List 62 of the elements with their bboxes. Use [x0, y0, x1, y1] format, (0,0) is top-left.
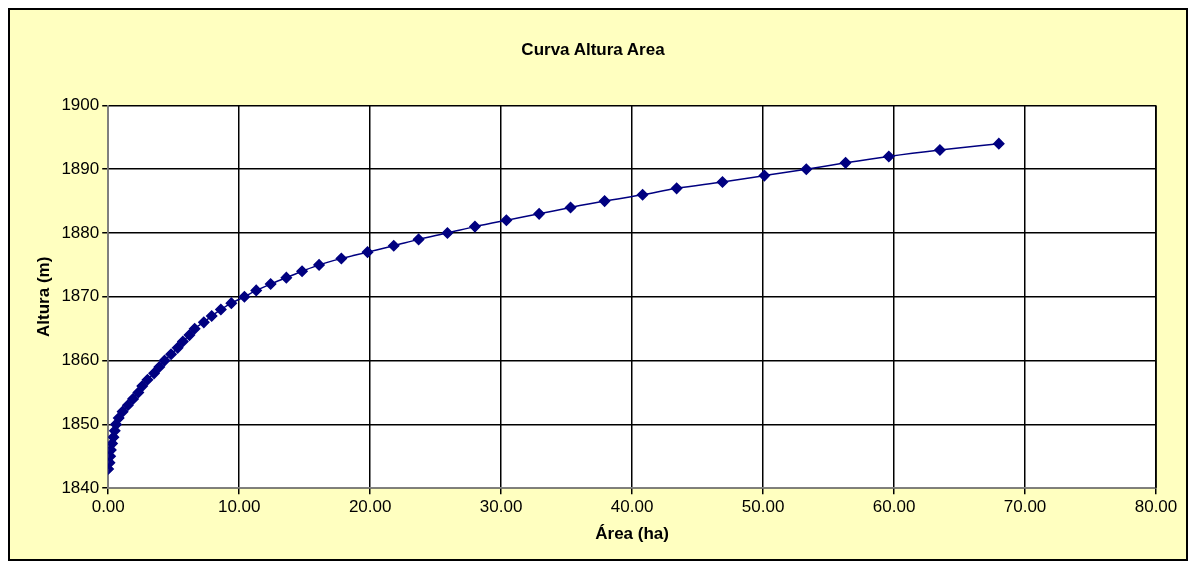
x-tick-label: 80.00 — [1134, 497, 1178, 517]
point — [136, 380, 149, 392]
y-tick-label: 1870 — [61, 286, 100, 306]
point — [171, 342, 184, 354]
y-tick-label: 1900 — [61, 95, 100, 115]
point — [564, 201, 577, 214]
x-tick-label: 50.00 — [741, 497, 785, 517]
point — [238, 291, 251, 303]
point — [883, 150, 895, 163]
y-axis-title: Altura (m) — [33, 256, 53, 337]
point — [205, 310, 218, 322]
y-tick-label: 1890 — [61, 158, 100, 178]
point — [183, 329, 196, 341]
point — [296, 265, 308, 278]
x-tick-label: 20.00 — [348, 497, 392, 517]
point — [158, 354, 171, 367]
point — [127, 393, 139, 405]
point — [264, 278, 277, 290]
point — [993, 137, 1005, 150]
y-tick-label: 1880 — [61, 222, 100, 242]
x-axis-title: Área (ha) — [595, 524, 669, 544]
point — [250, 284, 262, 297]
point — [469, 220, 481, 233]
point — [500, 214, 513, 226]
point — [387, 240, 400, 252]
x-tick-label: 10.00 — [217, 497, 261, 517]
point — [225, 297, 238, 309]
point — [533, 208, 545, 220]
x-tick-label: 60.00 — [872, 497, 916, 517]
point — [335, 252, 348, 265]
point — [141, 373, 154, 386]
x-tick-label: 30.00 — [479, 497, 523, 517]
point — [198, 316, 210, 329]
point — [412, 233, 425, 246]
x-tick-label: 0.00 — [91, 497, 125, 517]
point — [188, 322, 201, 335]
x-tick-label: 70.00 — [1003, 497, 1047, 517]
point — [670, 182, 683, 195]
point — [716, 176, 729, 188]
point — [215, 303, 227, 316]
point — [800, 163, 813, 175]
point — [148, 367, 160, 380]
point — [132, 386, 145, 399]
point — [153, 361, 166, 373]
point — [280, 271, 293, 284]
point — [441, 227, 454, 239]
point — [934, 144, 946, 156]
point — [598, 195, 611, 207]
point — [636, 188, 649, 201]
y-tick-label: 1860 — [61, 350, 100, 370]
y-tick-label: 1850 — [61, 414, 100, 434]
point — [177, 335, 189, 348]
x-tick-label: 40.00 — [610, 497, 654, 517]
point — [839, 157, 852, 169]
y-tick-label: 1840 — [61, 477, 100, 497]
point — [122, 399, 134, 412]
point — [361, 246, 374, 258]
point — [313, 259, 325, 271]
point — [116, 405, 129, 418]
point — [758, 169, 771, 182]
point — [165, 348, 177, 360]
chart-title: Curva Altura Area — [521, 39, 666, 59]
